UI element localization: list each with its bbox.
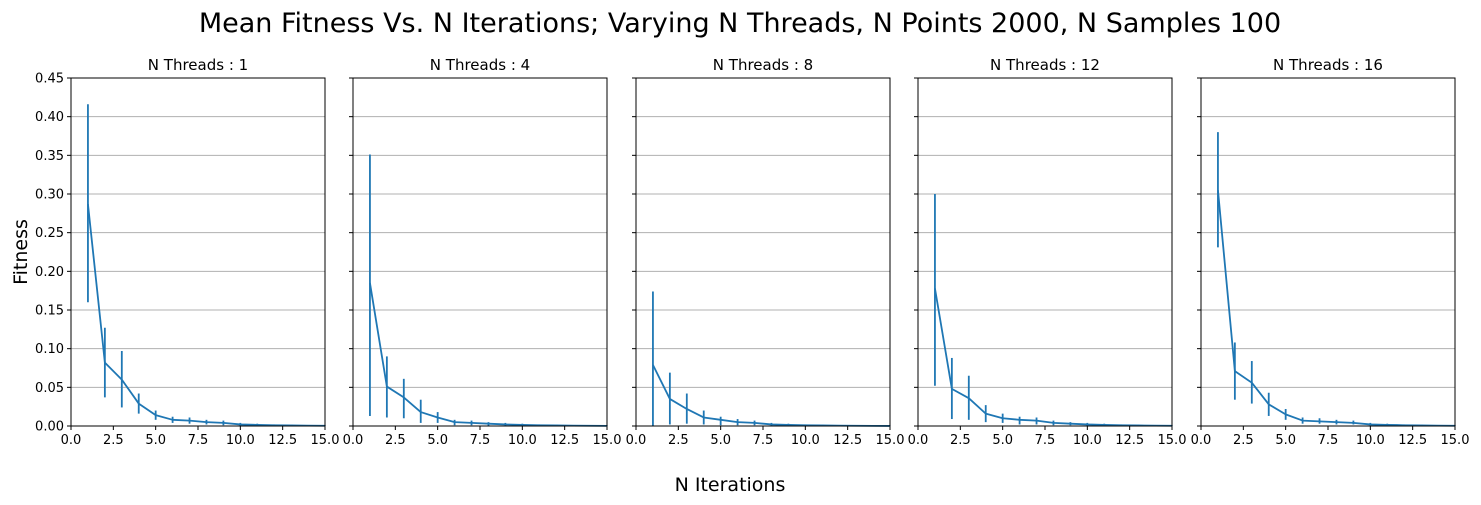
x-tick-label: 2.5	[668, 433, 689, 448]
y-tick-label: 0.00	[35, 420, 64, 435]
panels-group: 0.00 0.05 0.10 0.15 0.20 0.25 0.30 0.35 0.40 0.45…	[35, 56, 1469, 448]
x-tick-label: 12.5	[1115, 433, 1144, 448]
panel-title: N Threads : 8	[713, 56, 813, 74]
x-tick-label: 12.5	[1398, 433, 1427, 448]
x-tick-label: 2.5	[103, 433, 124, 448]
x-tick-label: 15.0	[876, 433, 905, 448]
x-tick-label: 0.0	[61, 433, 82, 448]
x-tick-label: 2.5	[1233, 433, 1254, 448]
x-tick-label: 2.5	[385, 433, 406, 448]
y-tick-label: 0.15	[35, 304, 64, 319]
panel-2: 0.0 2.5 5.0 7.5 10.0 12.5 15.0 N Threads : 4	[343, 56, 622, 448]
x-tick-label: 5.0	[1275, 433, 1296, 448]
y-tick-label: 0.35	[35, 149, 64, 164]
y-tick-label: 0.30	[35, 188, 64, 203]
series-line	[652, 364, 891, 427]
x-tick-label: 0.0	[626, 433, 647, 448]
y-axis-label: Fitness	[10, 219, 32, 285]
panel-3: 0.0 2.5 5.0 7.5 10.0 12.5 15.0 N Threads : 8	[626, 56, 905, 448]
x-axis-label: N Iterations	[675, 474, 786, 496]
y-tick-label: 0.45	[35, 72, 64, 87]
series-line	[1217, 190, 1456, 427]
series-line	[934, 288, 1173, 427]
x-tick-label: 0.0	[343, 433, 364, 448]
y-tick-label: 0.40	[35, 110, 64, 125]
figure-title: Mean Fitness Vs. N Iterations; Varying N…	[199, 8, 1281, 39]
x-tick-label: 15.0	[593, 433, 622, 448]
panel-4: 0.0 2.5 5.0 7.5 10.0 12.5 15.0 N Threads : 12	[908, 56, 1187, 448]
x-tick-label: 2.5	[950, 433, 971, 448]
x-tick-label: 7.5	[753, 433, 774, 448]
x-tick-label: 10.0	[1356, 433, 1385, 448]
x-tick-label: 10.0	[1073, 433, 1102, 448]
x-tick-label: 15.0	[311, 433, 340, 448]
panel-1: 0.00 0.05 0.10 0.15 0.20 0.25 0.30 0.35 0.40 0.45…	[35, 56, 339, 448]
x-tick-label: 10.0	[226, 433, 255, 448]
x-tick-label: 5.0	[710, 433, 731, 448]
y-tick-label: 0.20	[35, 265, 64, 280]
x-tick-label: 12.5	[550, 433, 579, 448]
panel-title: N Threads : 1	[148, 56, 248, 74]
x-tick-label: 7.5	[1035, 433, 1056, 448]
plot-frame	[917, 77, 1173, 427]
plot-frame	[1200, 77, 1456, 427]
plot-frame	[352, 77, 608, 427]
panel-title: N Threads : 4	[430, 56, 530, 74]
y-tick-label: 0.05	[35, 381, 64, 396]
x-tick-label: 5.0	[145, 433, 166, 448]
plot-frame	[70, 77, 326, 427]
x-tick-label: 7.5	[470, 433, 491, 448]
x-tick-label: 7.5	[1318, 433, 1339, 448]
panel-title: N Threads : 16	[1273, 56, 1383, 74]
panel-5: 0.0 2.5 5.0 7.5 10.0 12.5 15.0 N Threads : 16	[1191, 56, 1470, 448]
x-tick-label: 15.0	[1441, 433, 1470, 448]
panel-title: N Threads : 12	[990, 56, 1100, 74]
x-tick-label: 10.0	[791, 433, 820, 448]
x-tick-label: 12.5	[268, 433, 297, 448]
x-tick-label: 0.0	[908, 433, 929, 448]
x-tick-label: 0.0	[1191, 433, 1212, 448]
y-tick-label: 0.10	[35, 342, 64, 357]
x-tick-label: 15.0	[1158, 433, 1187, 448]
y-tick-label: 0.25	[35, 226, 64, 241]
series-line	[87, 203, 326, 427]
plot-frame	[635, 77, 891, 427]
x-tick-label: 5.0	[992, 433, 1013, 448]
series-line	[369, 282, 608, 427]
x-tick-label: 5.0	[427, 433, 448, 448]
x-tick-label: 7.5	[188, 433, 209, 448]
x-tick-label: 10.0	[508, 433, 537, 448]
x-tick-label: 12.5	[833, 433, 862, 448]
